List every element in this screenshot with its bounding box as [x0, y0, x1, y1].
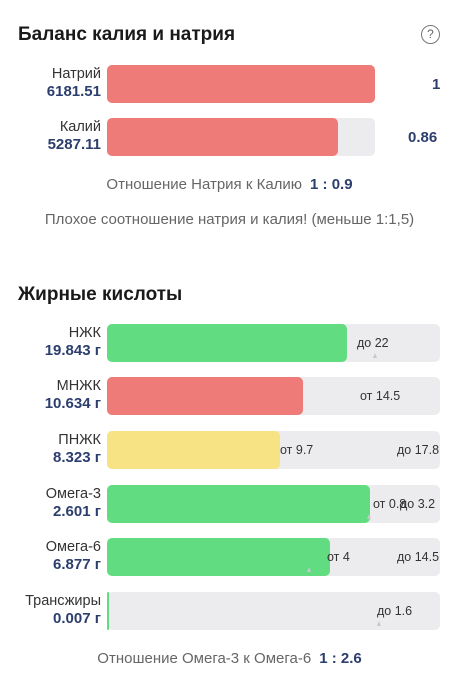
fatty-acid-name: Омега-3 [45, 486, 101, 502]
range-max-label: до 14.5 [397, 550, 440, 564]
potassium-name: Калий [59, 119, 101, 135]
fatty-acid-value: 19.843 г [44, 342, 101, 359]
fatty-acid-bar-fill [107, 592, 109, 630]
omega-ratio: Отношение Омега-3 к Омега-6 1 : 2.6 [0, 650, 459, 667]
potassium-value: 5287.11 [47, 136, 101, 153]
range-min-label: от 0.8 [373, 497, 407, 511]
fatty-acid-row: МНЖК 10.634 г от 14.5 [0, 377, 459, 415]
fatty-acid-bar-track: от 14.5 [107, 377, 440, 415]
sodium-label-group: Натрий 6181.51 [1, 66, 101, 101]
fatty-acid-row: Омега-6 6.877 г от 4 до 14.5 [0, 538, 459, 576]
sodium-potassium-ratio: Отношение Натрия к Калию 1 : 0.9 [0, 176, 459, 193]
potassium-bar-track [107, 118, 375, 156]
fatty-acid-label-group: Омега-6 6.877 г [1, 539, 101, 574]
fatty-acid-label-group: Трансжиры 0.007 г [1, 593, 101, 628]
fatty-acid-value: 6.877 г [53, 556, 101, 573]
fatty-acid-value: 2.601 г [53, 503, 101, 520]
range-max-label: до 17.8 [397, 443, 440, 457]
fatty-acid-value: 0.007 г [53, 610, 101, 627]
fatty-acid-row: Омега-3 2.601 г от 0.8 до 3.2 [0, 485, 459, 523]
fatty-acid-row: ПНЖК 8.323 г от 9.7 до 17.8 [0, 431, 459, 469]
fatty-acid-bar-fill [107, 324, 347, 362]
range-max-label: до 22 [357, 336, 389, 350]
fatty-acid-bar-fill [107, 485, 370, 523]
ratio-warning: Плохое соотношение натрия и калия! (мень… [44, 211, 415, 228]
norm-marker-icon [307, 567, 311, 572]
sodium-bar-track [107, 65, 375, 103]
omega-ratio-label: Отношение Омега-3 к Омега-6 [97, 650, 312, 667]
potassium-bar-fill [107, 118, 338, 156]
fatty-acid-name: МНЖК [56, 378, 101, 394]
section-title-fatty-acids: Жирные кислоты [18, 284, 183, 305]
range-min-label: от 4 [327, 550, 350, 564]
sodium-bar-fill [107, 65, 375, 103]
omega-ratio-value: 1 : 2.6 [319, 650, 362, 667]
question-circle-icon[interactable]: ? [421, 25, 440, 44]
fatty-acid-name: Омега-6 [45, 539, 101, 555]
fatty-acid-bar-track: от 0.8 до 3.2 [107, 485, 440, 523]
sodium-potassium-ratio-label: Отношение Натрия к Калию [106, 176, 303, 193]
sodium-potassium-ratio-value: 1 : 0.9 [310, 176, 353, 193]
range-max-label: до 1.6 [377, 604, 413, 618]
sodium-value: 6181.51 [46, 83, 101, 100]
potassium-ratio-value: 0.86 [408, 129, 438, 146]
range-max-label: от 14.5 [360, 389, 401, 403]
sodium-row: Натрий 6181.51 1 [0, 65, 459, 103]
norm-marker-icon [377, 621, 381, 626]
sodium-ratio-value: 1 [432, 76, 441, 93]
fatty-acid-name: Трансжиры [25, 593, 101, 609]
potassium-label-group: Калий 5287.11 [1, 119, 101, 154]
fatty-acid-row: Трансжиры 0.007 г до 1.6 [0, 592, 459, 630]
range-max-label: до 3.2 [400, 497, 436, 511]
norm-marker-icon [367, 514, 371, 519]
fatty-acid-label-group: НЖК 19.843 г [1, 325, 101, 360]
fatty-acid-name: НЖК [68, 325, 101, 341]
fatty-acid-label-group: МНЖК 10.634 г [1, 378, 101, 413]
fatty-acid-bar-fill [107, 431, 280, 469]
fatty-acid-bar-track: до 1.6 [107, 592, 440, 630]
fatty-acid-label-group: ПНЖК 8.323 г [1, 432, 101, 467]
fatty-acid-bar-track: до 22 [107, 324, 440, 362]
potassium-row: Калий 5287.11 0.86 [0, 118, 459, 156]
fatty-acid-bar-track: от 4 до 14.5 [107, 538, 440, 576]
fatty-acid-label-group: Омега-3 2.601 г [1, 486, 101, 521]
fatty-acid-bar-track: от 9.7 до 17.8 [107, 431, 440, 469]
fatty-acid-bar-fill [107, 377, 303, 415]
section-title-potassium-sodium: Баланс калия и натрия [18, 24, 236, 45]
fatty-acid-bar-fill [107, 538, 330, 576]
range-min-label: от 9.7 [280, 443, 314, 457]
fatty-acid-row: НЖК 19.843 г до 22 [0, 324, 459, 362]
sodium-name: Натрий [51, 66, 101, 82]
fatty-acid-value: 8.323 г [53, 449, 101, 466]
norm-marker-icon [373, 353, 377, 358]
fatty-acid-value: 10.634 г [44, 395, 101, 412]
fatty-acid-name: ПНЖК [58, 432, 101, 448]
